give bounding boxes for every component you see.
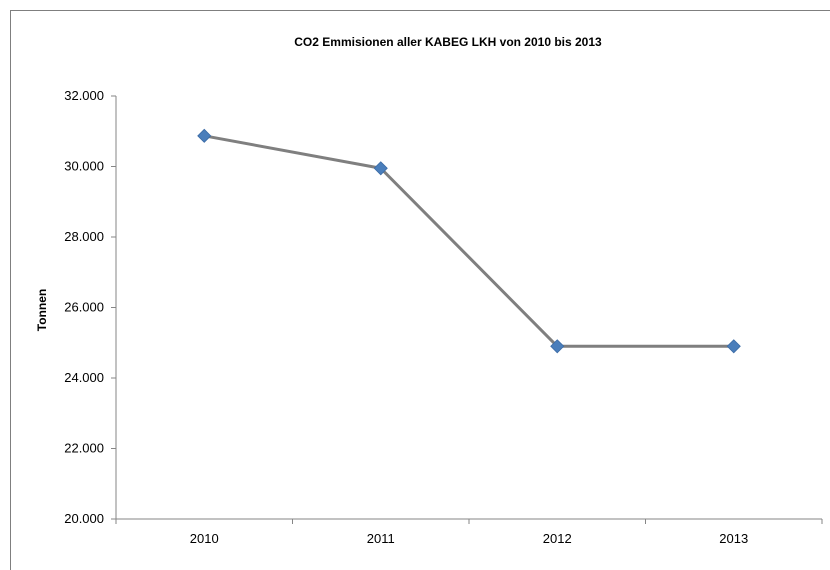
chart-title: CO2 Emmisionen aller KABEG LKH von 2010 … <box>294 35 602 49</box>
y-tick-label: 24.000 <box>64 370 104 385</box>
y-tick-label: 20.000 <box>64 511 104 526</box>
x-tick-label: 2012 <box>543 531 572 546</box>
data-point <box>550 339 565 354</box>
x-axis: 2010 2011 2012 2013 <box>115 518 823 546</box>
y-axis: 20.000 22.000 24.000 26.000 28.000 30.000 32.0… <box>64 88 117 526</box>
x-tick-label: 2013 <box>719 531 748 546</box>
y-tick-label: 30.000 <box>64 159 104 174</box>
data-point <box>373 161 388 176</box>
data-point <box>726 339 741 354</box>
series-group <box>197 128 741 354</box>
y-tick-label: 22.000 <box>64 441 104 456</box>
y-tick-label: 32.000 <box>64 88 104 103</box>
y-tick-label: 28.000 <box>64 229 104 244</box>
x-tick-label: 2011 <box>367 531 395 546</box>
x-tick-label: 2010 <box>190 531 219 546</box>
chart-frame <box>10 10 830 570</box>
y-axis-title: Tonnen <box>35 289 49 331</box>
y-tick-label: 26.000 <box>64 300 104 315</box>
series-line <box>203 134 734 348</box>
data-point <box>197 128 212 143</box>
